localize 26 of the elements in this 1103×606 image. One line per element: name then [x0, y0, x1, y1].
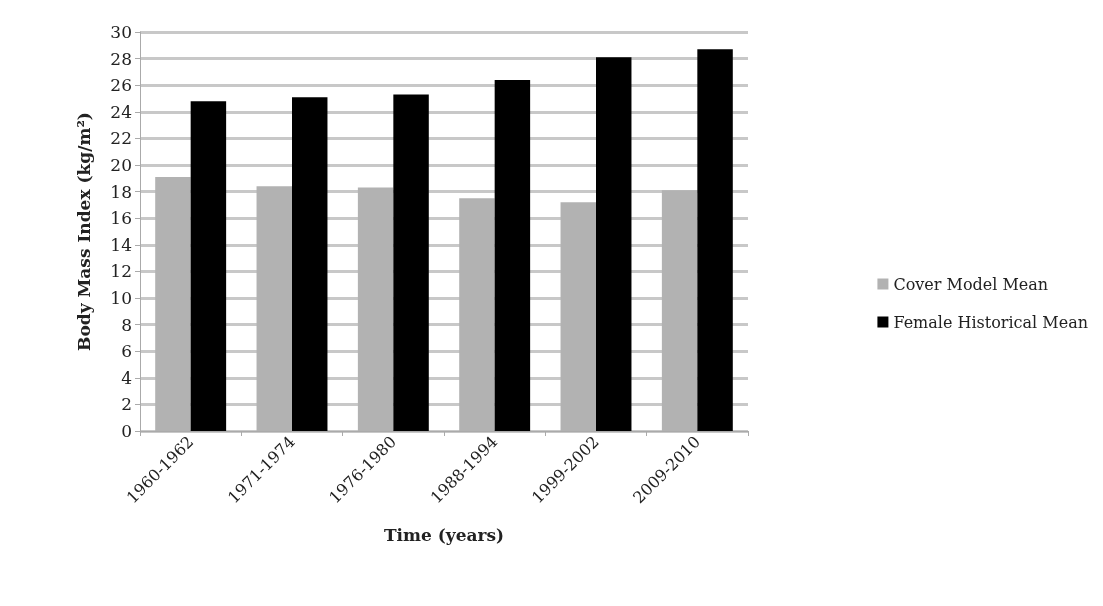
x-axis-title: Time (years) [383, 524, 505, 545]
y-tick-label: 30 [110, 22, 132, 42]
y-tick-label: 8 [121, 314, 132, 335]
y-tick-label: 12 [110, 261, 132, 282]
y-tick-label: 24 [110, 101, 132, 122]
bar [494, 79, 531, 431]
y-tick-label: 18 [110, 181, 132, 202]
y-tick-label: 2 [121, 394, 132, 415]
y-tick-label: 4 [121, 367, 132, 388]
y-tick-label: 20 [110, 155, 132, 175]
bar [596, 57, 632, 431]
bar [393, 94, 429, 431]
y-tick-label: 14 [110, 234, 132, 255]
bar [697, 49, 733, 431]
y-tick-label: 22 [110, 128, 132, 149]
bar [190, 101, 227, 431]
y-tick-label: 28 [110, 48, 132, 69]
legend-label: Female Historical Mean [893, 312, 1089, 332]
y-tick-label: 10 [110, 288, 132, 308]
y-tick-label: 0 [121, 421, 132, 441]
bar [292, 97, 328, 431]
y-tick-label: 16 [110, 208, 132, 229]
y-axis-title: Body Mass Index (kg/m²) [73, 112, 94, 351]
y-tick-label: 26 [110, 75, 132, 96]
y-tick-label: 6 [121, 341, 132, 362]
legend-label: Cover Model Mean [893, 274, 1049, 294]
